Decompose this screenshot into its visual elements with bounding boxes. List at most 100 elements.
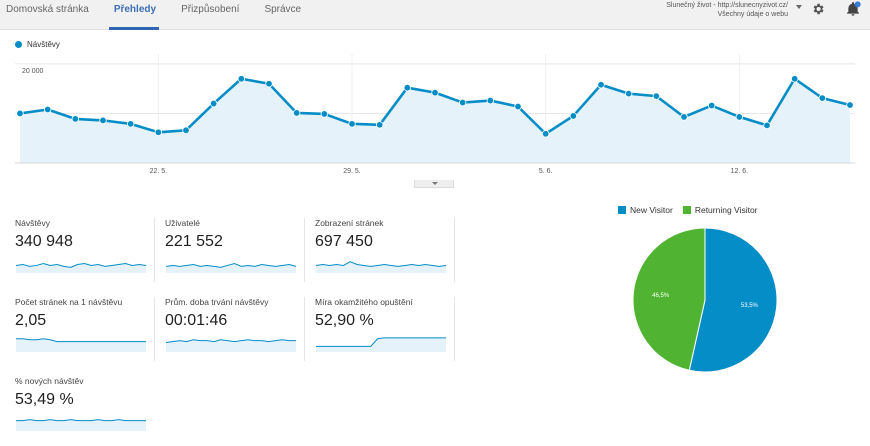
metric-value: 340 948 [15,233,73,250]
metric-sparkline [16,419,146,431]
data-point [237,75,246,83]
data-point [652,92,661,100]
metric-sparkline [165,263,297,273]
data-point [265,80,273,88]
series-marker-icon [15,41,22,48]
sparkline-line [16,419,146,422]
metric-label: Prům. doba trvání návštěvy [165,297,269,307]
data-point [403,83,412,92]
x-tick-label: 22. 5. [150,168,168,175]
metric-pageviews[interactable]: Zobrazení stránek 697 450 [315,218,455,282]
metric-pages-per-visit[interactable]: Počet stránek na 1 návštěvu 2,05 [15,297,155,361]
data-point [209,99,218,108]
tab-admin[interactable]: Správce [264,4,302,15]
metric-label: Zobrazení stránek [315,218,384,228]
x-tick-label: 5. 6. [539,168,553,175]
data-point [182,126,190,134]
tab-customization[interactable]: Přizpůsobení [181,4,240,15]
sparkline-area [16,338,146,352]
metric-label: % nových návštěv [15,376,84,386]
series-area [20,78,850,163]
bell-icon[interactable] [845,1,861,17]
data-point [126,120,135,128]
legend-item-new-visitor[interactable]: New Visitor [618,205,673,215]
sparkline-line [165,339,296,344]
main-chart-legend: Návštěvy [15,40,60,49]
account-selector[interactable]: Slunečný život - http://slunecnyzivot.cz… [666,1,802,19]
sparkline-line [315,261,447,267]
metric-avg-visit-duration[interactable]: Prům. doba trvání návštěvy 00:01:46 [165,297,305,361]
x-tick-label: 12. 6. [731,168,749,175]
data-point [71,115,80,123]
legend-label: Returning Visitor [694,205,758,215]
main-nav: Domovská stránka Přehledy Přizpůsobení S… [6,0,326,30]
data-point [43,105,52,114]
tab-reports[interactable]: Přehledy [108,0,167,30]
metric-label: Uživatelé [165,218,200,228]
top-navigation-bar: Domovská stránka Přehledy Přizpůsobení S… [0,0,870,30]
metric-sparkline [315,261,447,273]
sparkline-area [166,339,296,352]
gear-icon[interactable] [811,2,825,16]
pie-slice-returning-visitor [632,227,706,371]
tab-home[interactable]: Domovská stránka [6,4,89,15]
data-point [458,98,467,107]
x-axis-strip [15,163,855,177]
metric-users[interactable]: Uživatelé 221 552 [165,218,305,282]
metric-label: Míra okamžitého opuštění [315,297,413,307]
metric-label: Počet stránek na 1 návštěvu [15,297,123,307]
data-point [597,81,605,89]
data-point [680,113,688,121]
data-point [735,113,744,121]
metric-sparkline [16,338,146,352]
data-point [790,75,799,83]
main-chart-legend-label: Návštěvy [27,40,60,49]
sparkline-area [316,261,446,273]
chevron-down-icon [796,5,802,9]
sparkline-line [15,263,147,268]
data-point [846,101,854,109]
pie-slice-label: 53,5% [741,303,759,309]
sparkline-area [166,263,296,273]
sparkline-area [16,419,146,431]
sparkline-line [316,337,446,347]
legend-swatch [618,206,626,214]
account-property: Slunečný život - http://slunecnyzivot.cz… [666,2,788,9]
data-point [763,121,771,130]
legend-swatch [682,206,691,214]
visitor-type-pie-chart: 53,5% 46,5% [632,227,778,373]
pie-legend: New Visitor Returning Visitor [618,205,768,215]
metric-bounce-rate[interactable]: Míra okamžitého opuštění 52,90 % [315,297,455,361]
pie-slice-label: 46,5% [652,293,670,299]
data-point [486,96,495,105]
metric-value: 52,90 % [315,312,374,329]
data-point [707,101,716,110]
metric-sparkline [15,263,147,273]
pie-slice-new-visitor [688,227,778,373]
metric-value: 00:01:46 [165,312,228,329]
metric-visits[interactable]: Návštěvy 340 948 [15,218,155,282]
data-point [320,110,329,118]
sparkline-line [165,263,297,268]
x-tick-label: 29. 5. [343,168,361,175]
data-point [154,128,163,136]
data-point [348,120,356,128]
metric-value: 697 450 [315,233,373,250]
sparkline-area [16,263,146,273]
data-point [292,109,301,117]
legend-label: New Visitor [630,205,673,215]
data-point [514,102,522,111]
account-view: Všechny údaje o webu [717,11,788,18]
metric-value: 221 552 [165,233,223,250]
legend-item-returning-visitor[interactable]: Returning Visitor [682,205,758,215]
metric-new-visits[interactable]: % nových návštěv 53,49 % [15,376,155,440]
data-point [818,94,827,102]
sparkline-line [16,338,146,343]
chart-collapse-handle[interactable] [414,180,454,188]
metric-sparkline [165,339,296,352]
data-point [624,89,633,98]
metric-label: Návštěvy [15,218,50,228]
metric-sparkline [316,337,446,352]
y-tick-label: 20 000 [22,68,44,75]
